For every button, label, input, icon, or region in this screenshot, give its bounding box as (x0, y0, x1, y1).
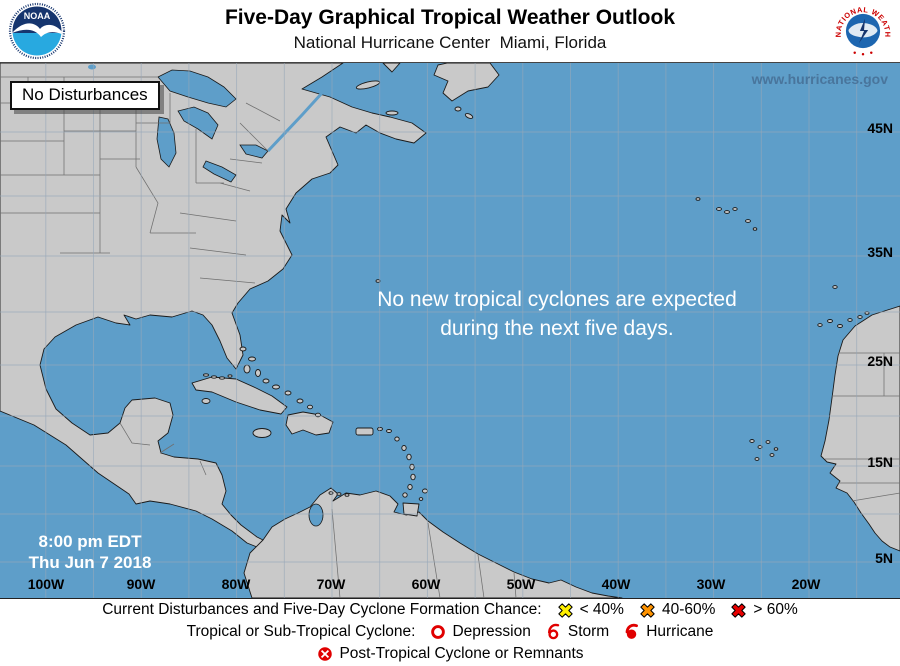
chance-low: < 40% (556, 601, 624, 620)
chance-high: > 60% (729, 601, 798, 620)
lat-label-25n: 25N (867, 353, 893, 369)
depression-icon (429, 623, 447, 641)
hurricane-label: Hurricane (646, 623, 714, 640)
trinidad (402, 502, 420, 517)
hispaniola (285, 411, 334, 436)
post-tropical-label: Post-Tropical Cyclone or Remnants (339, 645, 584, 662)
st-lawrence-river (266, 91, 324, 153)
bahamas (239, 346, 321, 418)
x-marker-orange-icon (638, 601, 657, 620)
lat-label-5n: 5N (875, 550, 893, 566)
chance-medium-label: 40-60% (661, 601, 716, 618)
political-borders (0, 76, 900, 598)
lakes (88, 64, 324, 527)
chance-low-label: < 40% (579, 601, 624, 618)
lon-label-20w: 20W (791, 576, 821, 592)
lon-label-100w: 100W (27, 576, 65, 592)
hurricane-icon (623, 623, 641, 641)
post-tropical-item: Post-Tropical Cyclone or Remnants (316, 645, 584, 663)
florida-keys (203, 373, 233, 380)
lat-label-15n: 15N (867, 454, 893, 470)
noaa-logo-icon: NOAA (8, 2, 66, 60)
cuba (191, 376, 288, 415)
lon-label-40w: 40W (601, 576, 631, 592)
watermark: www.hurricanes.gov (751, 71, 888, 87)
lake-maracaibo (308, 503, 324, 527)
storm-label: Storm (567, 623, 610, 640)
chance-high-label: > 60% (753, 601, 798, 618)
lake-michigan (156, 116, 177, 168)
noaa-logo-text: NOAA (24, 11, 51, 21)
lake-superior (157, 69, 237, 108)
south-america (243, 487, 623, 598)
storm-item: Storm (545, 623, 609, 641)
basemap (0, 63, 900, 598)
outlook-message: No new tropical cyclones are expected du… (332, 285, 782, 343)
tropical-outlook-map[interactable]: www.hurricanes.gov No Disturbances No ne… (0, 62, 900, 599)
formation-chance-label: Current Disturbances and Five-Day Cyclon… (102, 601, 542, 618)
issuance-timestamp: 8:00 pm EDT Thu Jun 7 2018 (10, 531, 170, 573)
x-marker-red-icon (729, 601, 748, 620)
north-america (0, 63, 427, 548)
depression-item: Depression (429, 623, 531, 641)
lat-label-35n: 35N (867, 244, 893, 260)
cyclone-types-label: Tropical or Sub-Tropical Cyclone: (186, 623, 416, 640)
chance-medium: 40-60% (638, 601, 715, 620)
land-masses (0, 63, 900, 598)
lon-label-50w: 50W (506, 576, 536, 592)
lon-label-80w: 80W (221, 576, 251, 592)
madeira (832, 285, 838, 289)
x-marker-yellow-icon (556, 601, 575, 620)
atlantic-islands (375, 197, 870, 461)
puerto-rico (355, 427, 374, 436)
page-subtitle: National Hurricane Center Miami, Florida (293, 33, 607, 52)
lon-label-60w: 60W (411, 576, 441, 592)
lake-ontario (239, 144, 269, 159)
legend: Current Disturbances and Five-Day Cyclon… (0, 599, 900, 666)
nws-logo-icon: NATIONAL WEATHER SERVICE (834, 2, 892, 60)
legend-row-cyclone-types: Tropical or Sub-Tropical Cyclone: Depres… (0, 621, 900, 643)
page-title: Five-Day Graphical Tropical Weather Outl… (224, 6, 676, 29)
lon-label-30w: 30W (696, 576, 726, 592)
lat-label-45n: 45N (867, 120, 893, 136)
timestamp-time: 8:00 pm EDT (38, 532, 142, 551)
header: NOAA Five-Day Graphical Tropical Weather… (0, 0, 900, 62)
storm-icon (545, 623, 563, 641)
graticule (0, 63, 900, 598)
legend-row-post-tropical: Post-Tropical Cyclone or Remnants (0, 643, 900, 665)
outlook-message-line1: No new tropical cyclones are expected (377, 288, 737, 311)
outlook-message-line2: during the next five days. (440, 317, 674, 340)
lon-label-70w: 70W (316, 576, 346, 592)
lake-erie (202, 160, 237, 183)
legend-row-formation-chance: Current Disturbances and Five-Day Cyclon… (0, 599, 900, 621)
post-tropical-icon (316, 645, 334, 663)
depression-label: Depression (452, 623, 531, 640)
lon-label-90w: 90W (126, 576, 156, 592)
hurricane-item: Hurricane (623, 623, 713, 641)
status-badge: No Disturbances (10, 81, 160, 110)
newfoundland (433, 63, 500, 102)
timestamp-date: Thu Jun 7 2018 (28, 553, 152, 572)
jamaica (252, 428, 272, 438)
